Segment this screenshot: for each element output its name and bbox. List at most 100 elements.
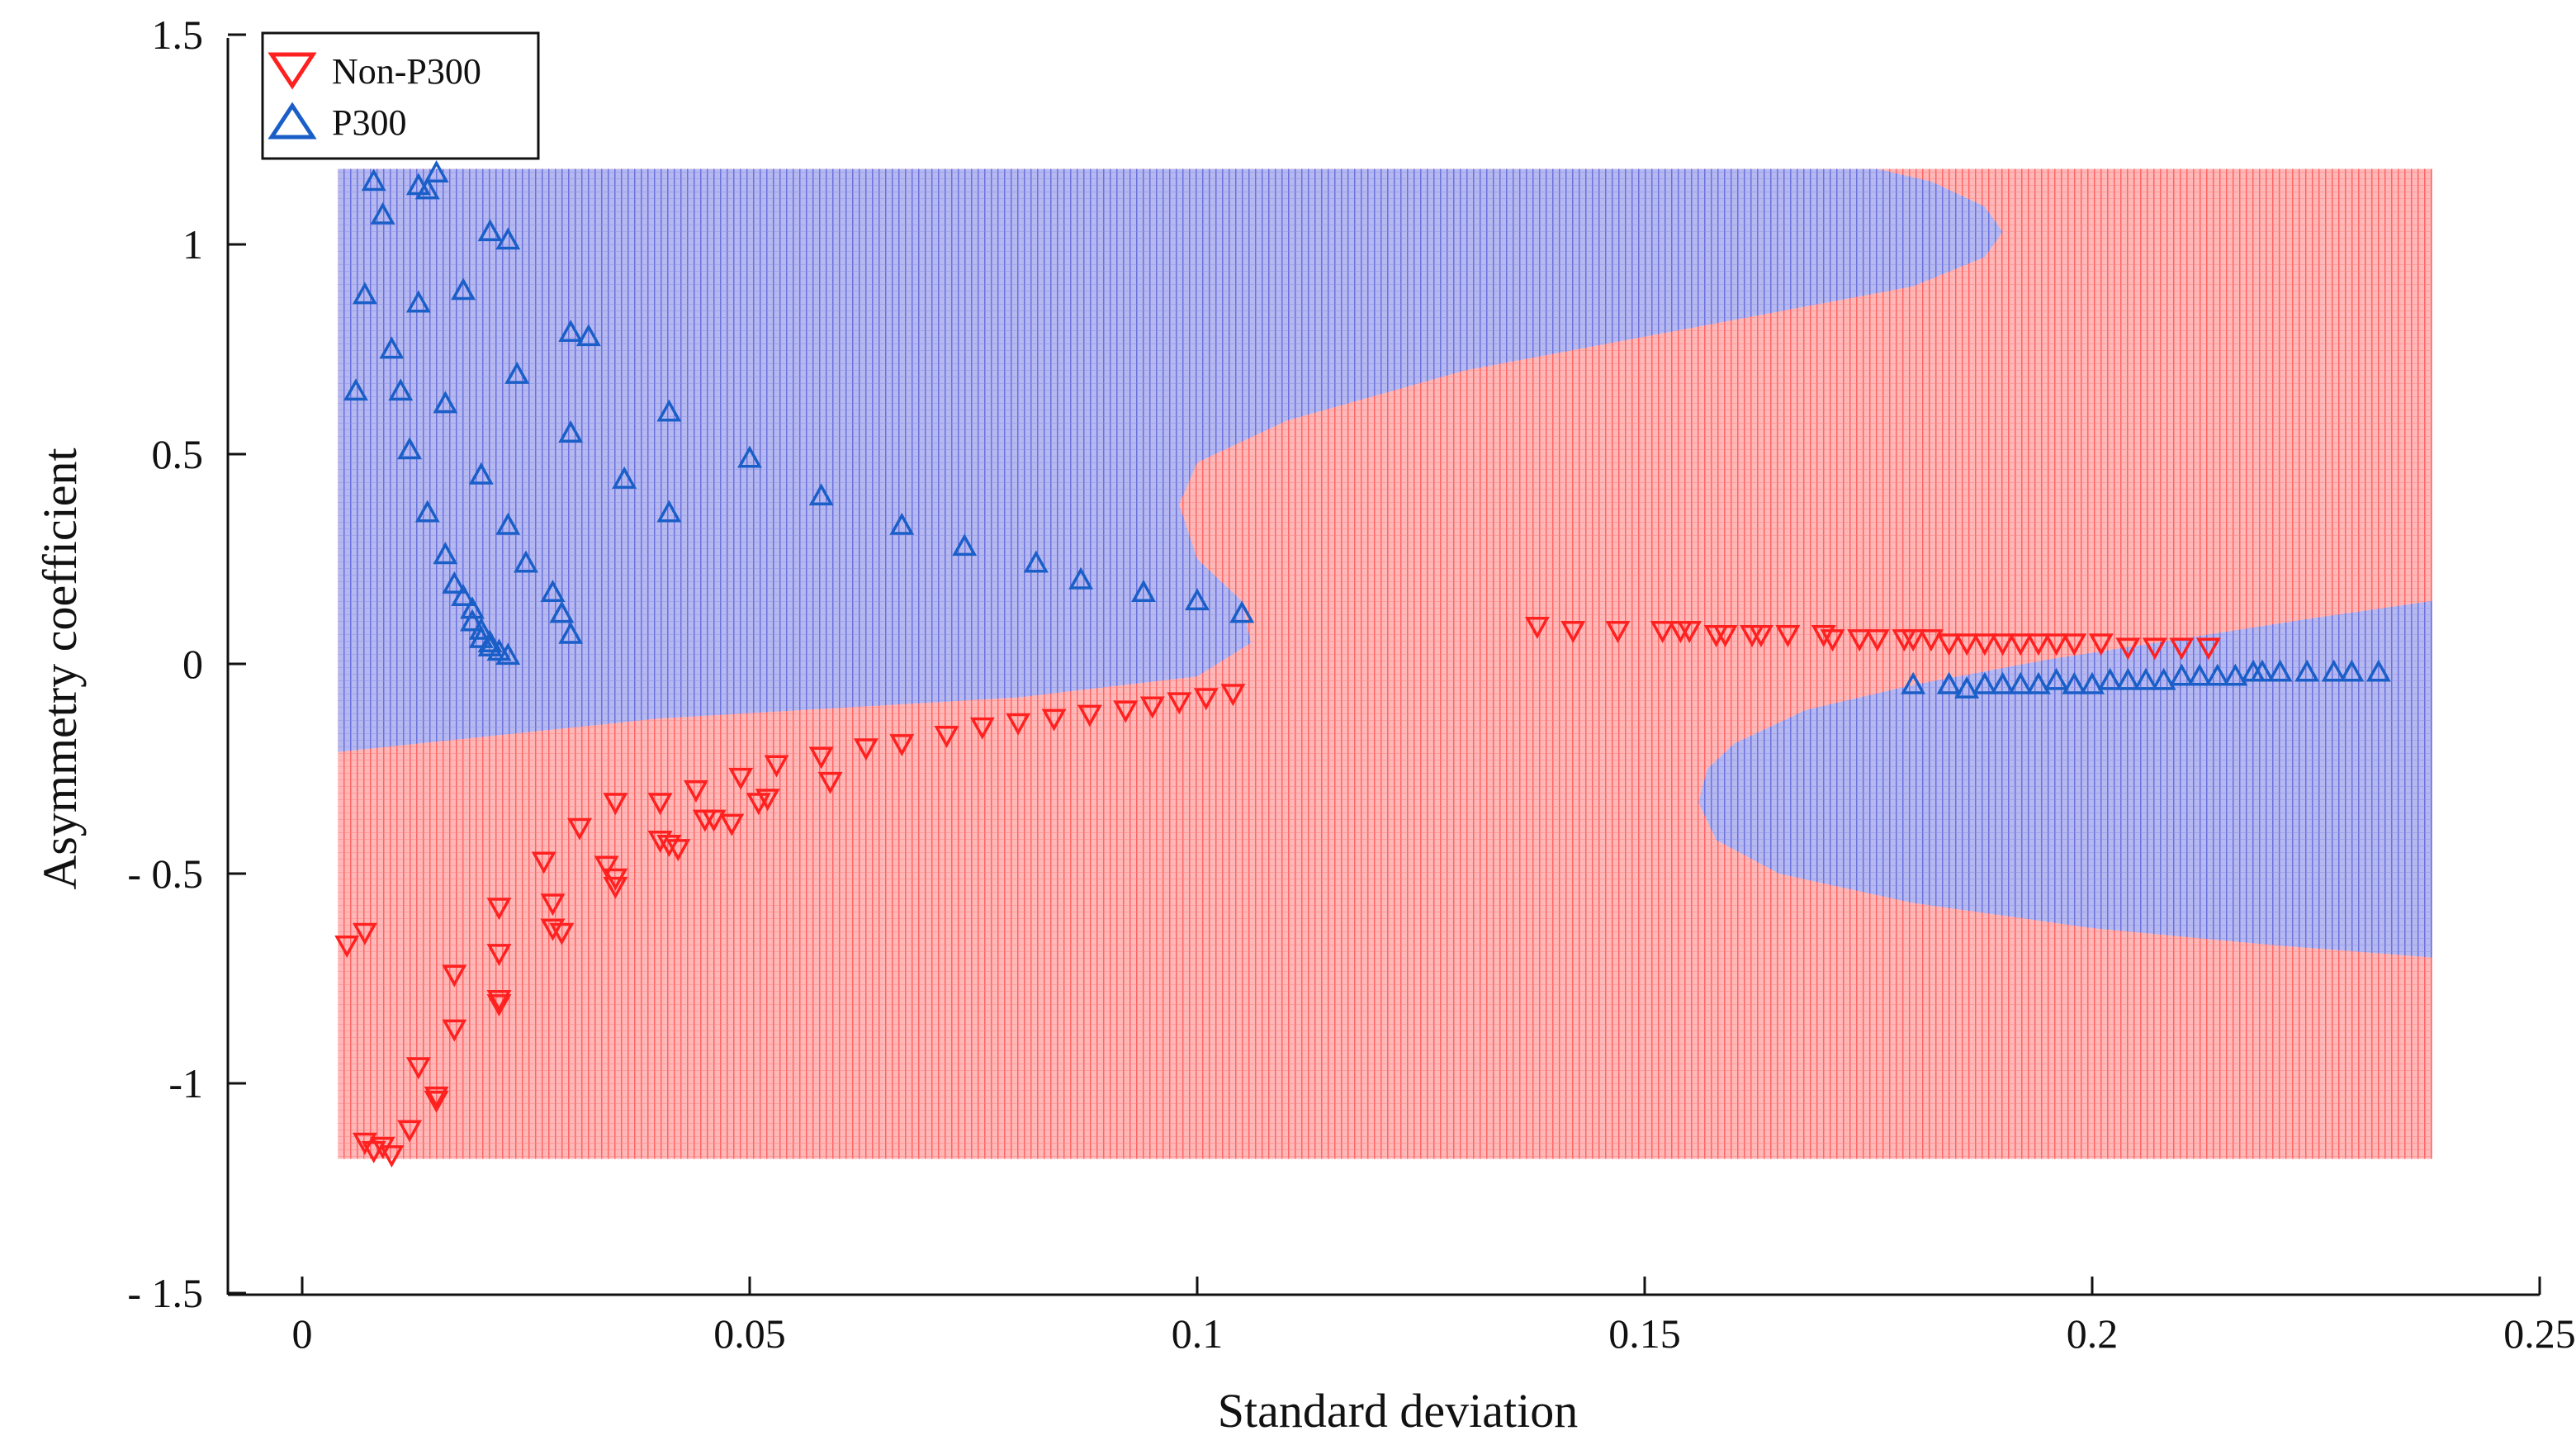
non-p300-point bbox=[2142, 637, 2167, 661]
non-p300-point bbox=[531, 851, 556, 874]
non-p300-point bbox=[755, 789, 780, 812]
non-p300-point bbox=[1712, 625, 1738, 648]
x-tick-label: 0.2 bbox=[2067, 1310, 2119, 1357]
p300-point bbox=[442, 571, 467, 594]
p300-point bbox=[397, 437, 423, 460]
p300-region-lower bbox=[1698, 600, 2432, 958]
non-p300-point bbox=[2062, 633, 2087, 656]
p300-point bbox=[2062, 671, 2087, 694]
p300-point bbox=[575, 324, 601, 347]
p300-point bbox=[1936, 671, 1962, 694]
p300-point bbox=[2026, 671, 2051, 694]
p300-point bbox=[477, 219, 503, 242]
p300-point bbox=[414, 500, 440, 523]
non-p300-point bbox=[1193, 688, 1219, 711]
non-p300-point bbox=[889, 734, 915, 757]
non-p300-point bbox=[379, 1145, 405, 1168]
p300-point bbox=[495, 642, 521, 666]
y-tick-label: - 1.5 bbox=[127, 1270, 203, 1316]
p300-point bbox=[2187, 663, 2213, 686]
non-p300-point bbox=[853, 738, 878, 761]
x-tick-label: 0 bbox=[292, 1310, 313, 1357]
y-tick-label: 0 bbox=[182, 641, 203, 687]
p300-point bbox=[433, 391, 458, 414]
non-p300-point bbox=[2195, 637, 2221, 661]
non-p300-point bbox=[594, 855, 619, 879]
decision-region bbox=[338, 168, 2432, 1159]
y-tick-label: -1 bbox=[168, 1060, 203, 1106]
p300-point bbox=[460, 596, 485, 619]
p300-point bbox=[460, 609, 485, 632]
axes bbox=[226, 38, 2540, 1296]
data-markers bbox=[334, 159, 2391, 1168]
p300-point bbox=[612, 466, 637, 489]
p300-point bbox=[2133, 667, 2158, 690]
non-p300-point bbox=[817, 771, 843, 794]
p300-point bbox=[1068, 566, 1094, 590]
y-tick-label: 0.5 bbox=[152, 431, 204, 477]
legend-non-p300-label: Non-P300 bbox=[332, 51, 481, 92]
non-p300-point bbox=[442, 1019, 467, 1042]
p300-point bbox=[370, 201, 395, 225]
non-p300-point bbox=[1972, 633, 1997, 656]
p300-point bbox=[2339, 659, 2365, 682]
non-p300-point bbox=[1748, 625, 1773, 648]
non-p300-point bbox=[486, 944, 512, 967]
non-p300-point bbox=[969, 717, 995, 740]
p300-region-upper bbox=[338, 168, 2003, 752]
p300-point bbox=[2250, 659, 2275, 682]
non-p300-point bbox=[1677, 621, 1702, 644]
non-p300-point bbox=[1650, 621, 1675, 644]
non-p300-point bbox=[808, 746, 834, 770]
legend-p300-label: P300 bbox=[332, 102, 406, 143]
p300-point bbox=[361, 168, 386, 192]
non-p300-point bbox=[656, 835, 682, 858]
non-p300-point bbox=[1847, 629, 1873, 652]
non-p300-point bbox=[549, 922, 575, 945]
x-tick-label: 0.25 bbox=[2503, 1310, 2576, 1357]
p300-point bbox=[1229, 600, 1255, 623]
p300-point bbox=[477, 629, 503, 652]
y-tick-label: - 0.5 bbox=[127, 850, 203, 897]
p300-point bbox=[2267, 659, 2293, 682]
p300-point bbox=[1972, 671, 1997, 694]
p300-point bbox=[495, 512, 521, 535]
p300-point bbox=[1990, 671, 2015, 694]
p300-point bbox=[451, 277, 476, 301]
non-p300-point bbox=[603, 876, 628, 899]
p300-point bbox=[504, 361, 530, 384]
p300-point bbox=[1131, 579, 1156, 602]
non-p300-point bbox=[397, 1120, 423, 1143]
p300-point bbox=[352, 282, 377, 305]
non-p300-point bbox=[540, 893, 566, 917]
non-p300-point bbox=[684, 780, 708, 803]
non-p300-point bbox=[1041, 708, 1067, 732]
non-p300-point bbox=[405, 1057, 431, 1080]
p300-point bbox=[2169, 663, 2195, 686]
non-p300-point bbox=[1954, 633, 1980, 656]
non-p300-point bbox=[424, 1090, 449, 1113]
non-p300-point bbox=[1864, 629, 1890, 652]
p300-point bbox=[558, 621, 584, 644]
p300-point bbox=[2223, 663, 2248, 686]
non-p300-point bbox=[647, 831, 673, 854]
non-p300-point bbox=[1560, 621, 1586, 644]
p300-point bbox=[1185, 588, 1210, 611]
x-tick-label: 0.1 bbox=[1172, 1310, 1224, 1357]
p300-point bbox=[2204, 663, 2230, 686]
p300-point bbox=[433, 542, 458, 565]
non-p300-point bbox=[647, 793, 673, 816]
non-p300-point bbox=[1605, 621, 1631, 644]
p300-point bbox=[1901, 671, 1926, 694]
non-p300-point bbox=[1775, 625, 1801, 648]
p300-point bbox=[2043, 667, 2069, 690]
non-p300-point bbox=[1077, 704, 1102, 727]
p300-point bbox=[558, 419, 584, 443]
p300-point bbox=[379, 336, 405, 359]
p300-point bbox=[2115, 667, 2141, 690]
p300-point bbox=[2097, 667, 2123, 690]
x-tick-label: 0.05 bbox=[713, 1310, 786, 1357]
p300-point bbox=[2008, 671, 2034, 694]
non-p300-point bbox=[764, 755, 789, 778]
non-p300-point bbox=[486, 990, 512, 1013]
